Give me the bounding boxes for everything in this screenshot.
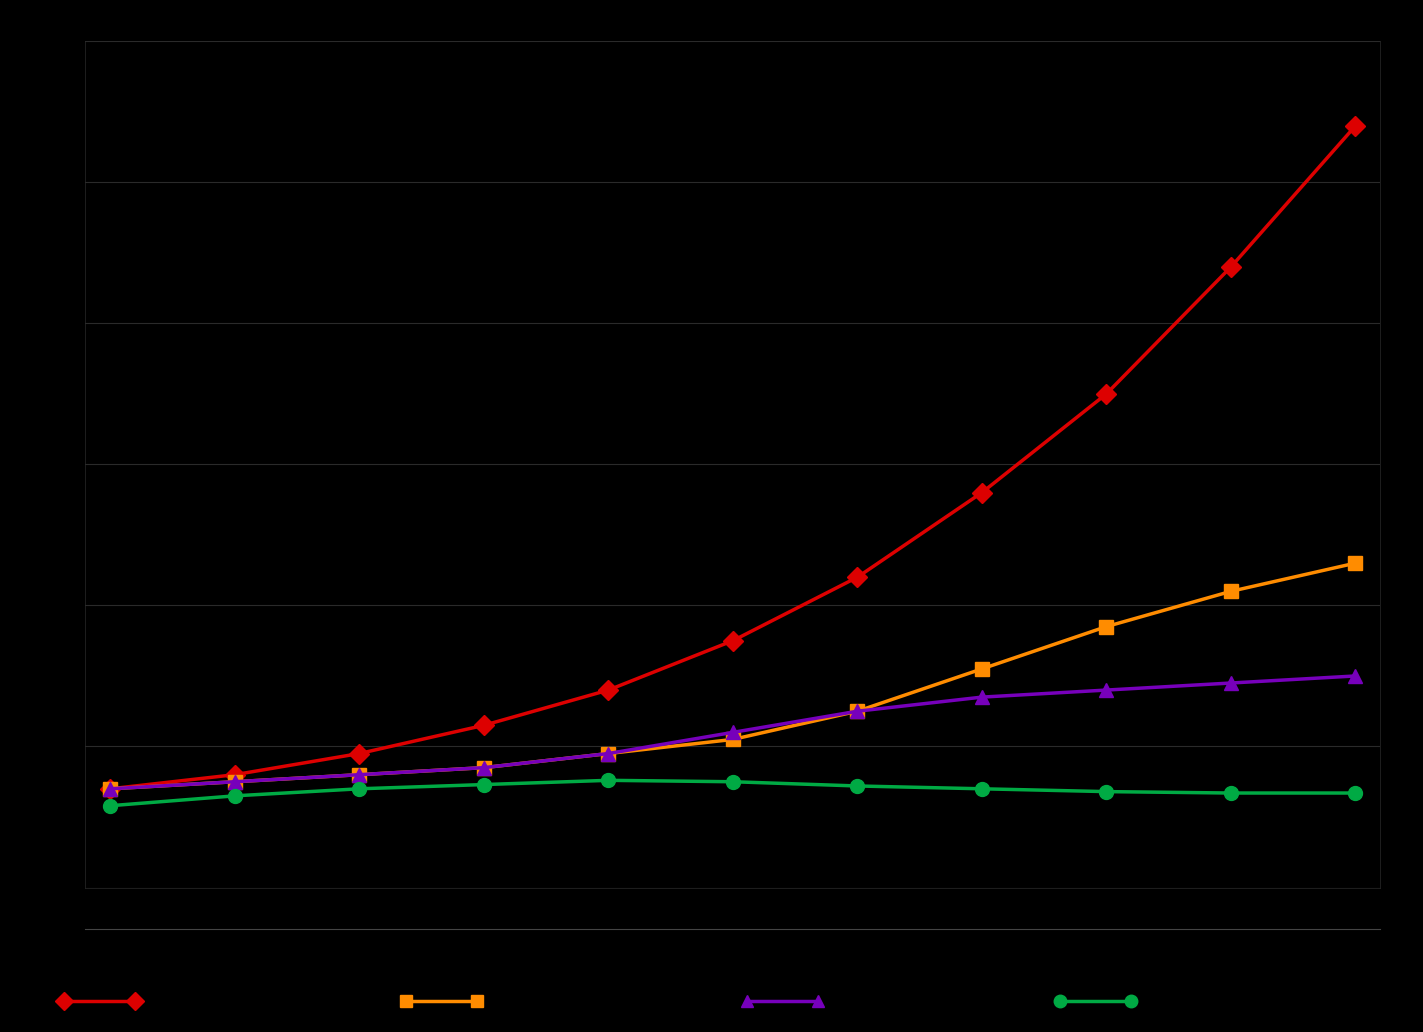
RCP 6.0: [475, 762, 492, 774]
RCP 2.6: [226, 789, 243, 802]
RCP 6.0: [102, 782, 120, 795]
RCP 8.5: [601, 684, 618, 697]
RCP 6.0: [1222, 585, 1239, 598]
RCP 2.6: [351, 782, 369, 795]
Line: RCP 2.6: RCP 2.6: [104, 773, 1362, 812]
RCP 8.5: [102, 782, 120, 795]
RCP 2.6: [724, 776, 741, 788]
RCP 2.6: [601, 774, 618, 786]
RCP 4.5: [724, 727, 741, 739]
RCP 8.5: [724, 635, 741, 647]
RCP 8.5: [1222, 261, 1239, 273]
RCP 4.5: [102, 782, 120, 795]
RCP 2.6: [1348, 786, 1365, 799]
Line: RCP 8.5: RCP 8.5: [104, 119, 1362, 796]
RCP 8.5: [1348, 120, 1365, 132]
RCP 4.5: [1348, 670, 1365, 682]
RCP 6.0: [724, 733, 741, 745]
RCP 8.5: [226, 769, 243, 781]
RCP 2.6: [475, 778, 492, 791]
RCP 4.5: [1097, 684, 1114, 697]
RCP 4.5: [601, 747, 618, 760]
RCP 8.5: [351, 747, 369, 760]
RCP 2.6: [102, 800, 120, 812]
RCP 6.0: [601, 747, 618, 760]
RCP 4.5: [973, 691, 990, 704]
RCP 6.0: [1097, 620, 1114, 633]
RCP 6.0: [351, 769, 369, 781]
RCP 8.5: [850, 571, 867, 583]
RCP 4.5: [226, 776, 243, 788]
Line: RCP 6.0: RCP 6.0: [104, 556, 1362, 796]
RCP 6.0: [226, 776, 243, 788]
RCP 6.0: [973, 663, 990, 675]
RCP 4.5: [1222, 677, 1239, 689]
RCP 2.6: [850, 780, 867, 793]
RCP 6.0: [1348, 557, 1365, 570]
RCP 2.6: [1097, 785, 1114, 798]
RCP 2.6: [973, 782, 990, 795]
Line: RCP 4.5: RCP 4.5: [104, 669, 1362, 796]
RCP 4.5: [850, 705, 867, 717]
RCP 8.5: [1097, 388, 1114, 400]
RCP 8.5: [475, 719, 492, 732]
RCP 2.6: [1222, 786, 1239, 799]
RCP 6.0: [850, 705, 867, 717]
RCP 8.5: [973, 486, 990, 498]
RCP 4.5: [475, 762, 492, 774]
RCP 4.5: [351, 769, 369, 781]
